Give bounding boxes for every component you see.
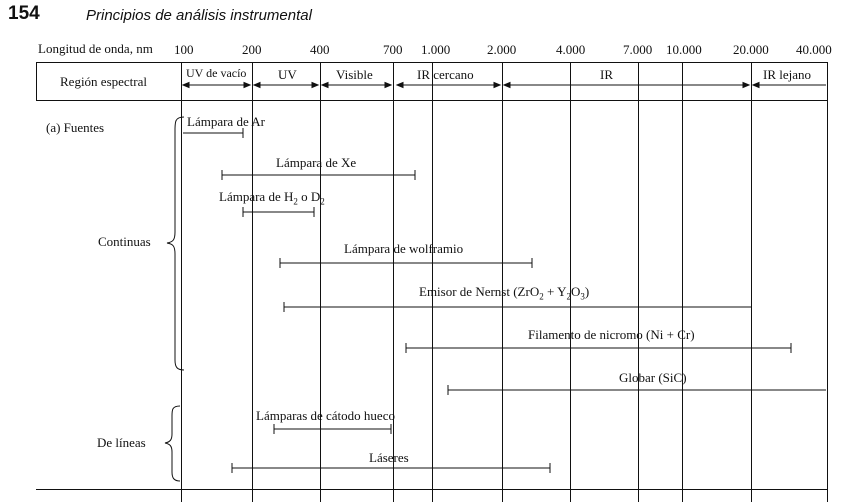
axis-tick: 40.000 [796, 42, 832, 57]
source-label-ar: Lámpara de Ar [187, 114, 265, 129]
table-left-border [36, 62, 37, 100]
arrow-head [320, 81, 329, 89]
axis-tick: 20.000 [733, 42, 769, 57]
axis-tick: 2.000 [487, 42, 517, 57]
axis-tick: 7.000 [623, 42, 653, 57]
table-right-border [827, 62, 828, 100]
region-ir: IR [600, 67, 613, 82]
grid-line [320, 62, 321, 502]
arrow-head [384, 81, 393, 89]
axis-tick: 4.000 [556, 42, 586, 57]
grid-line [638, 62, 639, 502]
arrow-head [311, 81, 320, 89]
grid-line [393, 62, 394, 502]
grid-line [252, 62, 253, 502]
page-title: Principios de análisis instrumental [86, 7, 312, 24]
source-label-tungsten: Lámpara de wolframio [344, 241, 464, 256]
group-label-continuous: Continuas [98, 234, 151, 249]
source-label-xe: Lámpara de Xe [276, 155, 357, 170]
axis-tick: 400 [310, 42, 330, 57]
axis-tick: 700 [383, 42, 403, 57]
axis-tick: 200 [242, 42, 262, 57]
source-label-h2-d2: Lámpara de H2 o D2 [219, 189, 325, 207]
grid-line [751, 62, 752, 502]
arrow-head [395, 81, 404, 89]
section-label: (a) Fuentes [46, 120, 105, 135]
arrow-head [502, 81, 511, 89]
grid-line [181, 62, 182, 502]
arrow-head [493, 81, 502, 89]
lines-brace [164, 405, 181, 482]
grid-line [570, 62, 571, 502]
group-label-lines: De líneas [97, 435, 146, 450]
source-label-lasers: Láseres [369, 450, 409, 465]
grid-line [682, 62, 683, 502]
axis-tick: 1.000 [421, 42, 451, 57]
source-label-nichrome: Filamento de nicromo (Ni + Cr) [528, 327, 695, 342]
arrow-head [181, 81, 190, 89]
region-visible: Visible [336, 67, 373, 82]
axis-tick: 10.000 [666, 42, 702, 57]
continuous-brace [166, 116, 185, 371]
page-number: 154 [8, 3, 40, 24]
grid-line [827, 100, 828, 502]
region-row-label: Región espectral [60, 74, 147, 89]
arrow-head [252, 81, 261, 89]
grid-line [502, 62, 503, 502]
axis-tick: 100 [174, 42, 194, 57]
arrow-head [742, 81, 751, 89]
arrow-head [243, 81, 252, 89]
region-uv: UV [278, 67, 297, 82]
region-near-ir: IR cercano [417, 67, 474, 82]
axis-label: Longitud de onda, nm [38, 41, 153, 56]
region-far-ir: IR lejano [763, 67, 812, 82]
arrow-head [751, 81, 760, 89]
source-label-hollow-cathode: Lámparas de cátodo hueco [256, 408, 395, 423]
region-uv-vacuum: UV de vacío [186, 66, 247, 80]
source-label-nernst: Emisor de Nernst (ZrO2 + Y2O3) [419, 284, 590, 302]
source-label-globar: Globar (SiC) [619, 370, 687, 385]
grid-line [432, 62, 433, 502]
